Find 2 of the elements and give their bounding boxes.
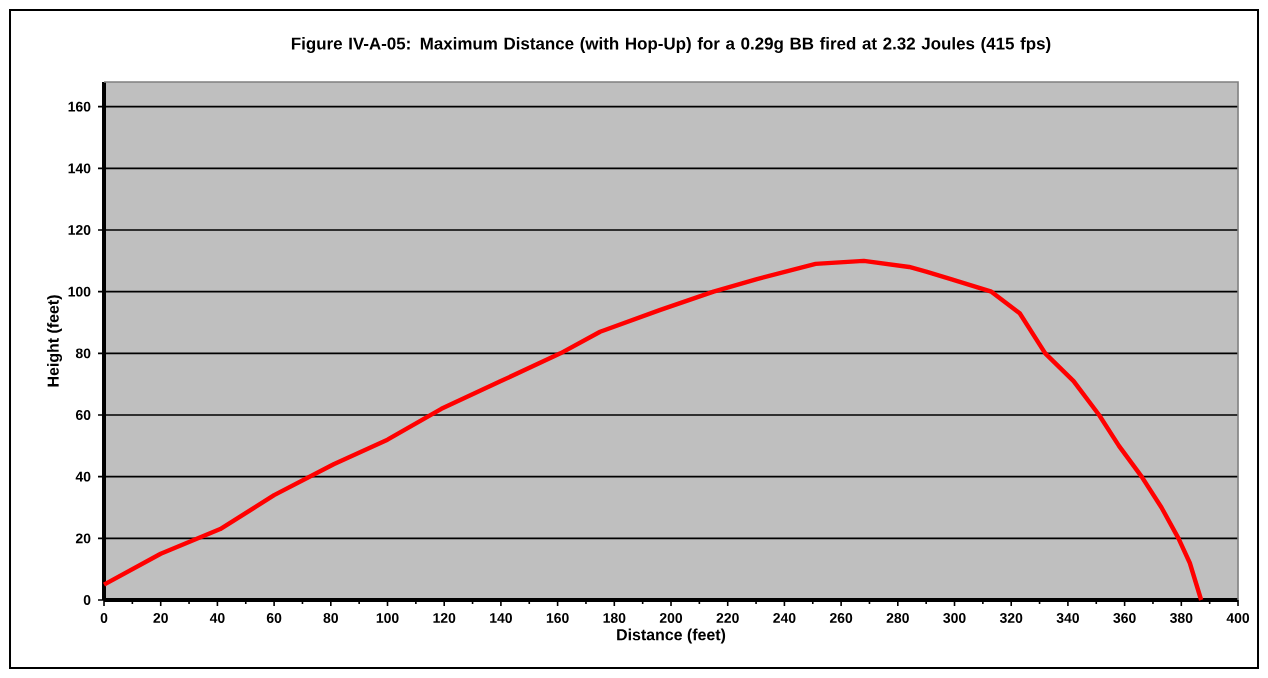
chart-title: Figure IV-A-05: Maximum Distance (with Hop-Up) for a 0.29g BB fired at 2.32 Joules (415 fps) — [291, 37, 1051, 53]
line-series — [101, 258, 1204, 603]
